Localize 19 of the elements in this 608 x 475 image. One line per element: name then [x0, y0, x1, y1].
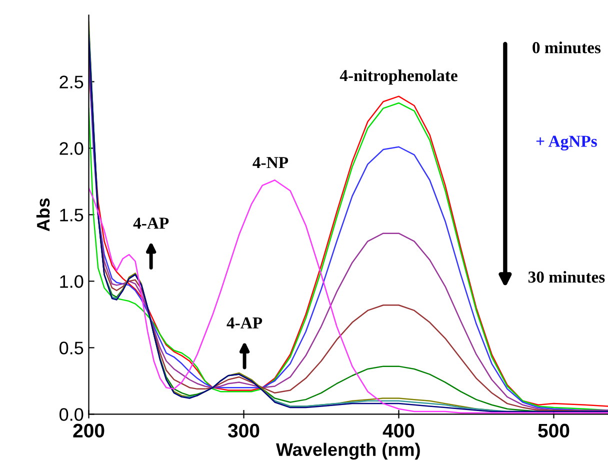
- y-tick-label: 2.0: [60, 142, 84, 155]
- y-axis-title: Abs: [36, 198, 50, 232]
- annotation: 4-AP: [133, 218, 169, 229]
- annotation: + AgNPs: [536, 136, 597, 150]
- annotation: 30 minutes: [528, 270, 605, 283]
- x-tick-label: 500: [538, 424, 570, 438]
- y-tick-label: 0.0: [60, 408, 84, 421]
- annotation: 0 minutes: [532, 42, 601, 54]
- x-tick-label: 300: [228, 424, 260, 438]
- annotation: 4-NP: [252, 157, 288, 168]
- x-axis-title: Wavelength (nm): [276, 442, 420, 460]
- y-tick-label: 1.0: [60, 275, 84, 288]
- x-tick-label: 200: [73, 424, 104, 438]
- y-tick-label: 0.5: [60, 342, 84, 354]
- y-tick-label: 1.5: [60, 208, 84, 222]
- x-tick-label: 400: [382, 424, 414, 438]
- y-tick-label: 2.5: [60, 76, 84, 88]
- annotation: 4-AP: [226, 317, 262, 328]
- annotation: 4-nitrophenolate: [340, 69, 458, 85]
